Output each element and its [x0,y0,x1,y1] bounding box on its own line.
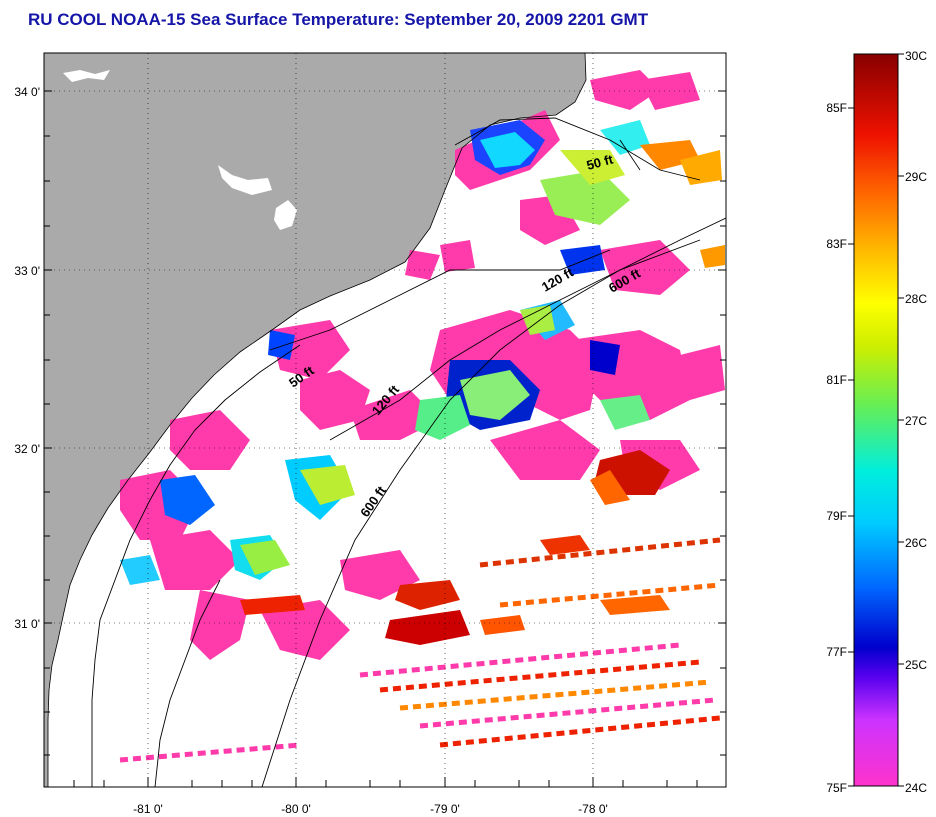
isobath-600ft [261,217,726,787]
land-mass [44,53,586,787]
coastline [47,53,587,787]
colorbar-c-label: 28C [905,292,927,306]
frame-ticks [44,90,726,787]
sst-green-patches [240,150,650,575]
colorbar-f-label: 83F [826,237,847,251]
lat-label: 32 0' [14,442,40,456]
colorbar-f-label: 85F [826,101,847,115]
sst-scan-stripes [119,537,721,763]
colorbar-ticks [848,53,904,787]
colorbar-c-label: 27C [905,414,927,428]
inland-lake [274,200,297,230]
inland-lake [63,70,110,82]
colorbar-f-label: 75F [826,781,847,795]
colorbar-c-label: 25C [905,658,927,672]
isobath-50ft [91,117,701,787]
colorbar-c-label: 26C [905,536,927,550]
lat-label: 34 0' [14,85,40,99]
colorbar-f-label: 81F [826,373,847,387]
contour-label-50ft: 50 ft [585,151,615,173]
inland-lake [218,165,272,195]
map-content: 50 ft 50 ft 120 ft 120 ft 600 ft 600 ft [44,53,726,787]
colorbar-c-label: 29C [905,170,927,184]
lat-label: 31 0' [14,617,40,631]
lat-label: 33 0' [14,264,40,278]
colorbar-c-label: 24C [905,781,927,795]
map-frame [43,52,727,788]
colorbar-c-label: 30C [905,49,927,63]
sst-red-patches [240,140,725,645]
colorbar [853,53,899,787]
lon-label: -79 0' [430,802,460,816]
colorbar-f-label: 77F [826,645,847,659]
lon-label: -81 0' [133,802,163,816]
lon-label: -78 0' [578,802,608,816]
map-title: RU COOL NOAA-15 Sea Surface Temperature:… [28,10,649,29]
colorbar-f-label: 79F [826,509,847,523]
lon-label: -80 0' [281,802,311,816]
graticule [44,53,726,787]
